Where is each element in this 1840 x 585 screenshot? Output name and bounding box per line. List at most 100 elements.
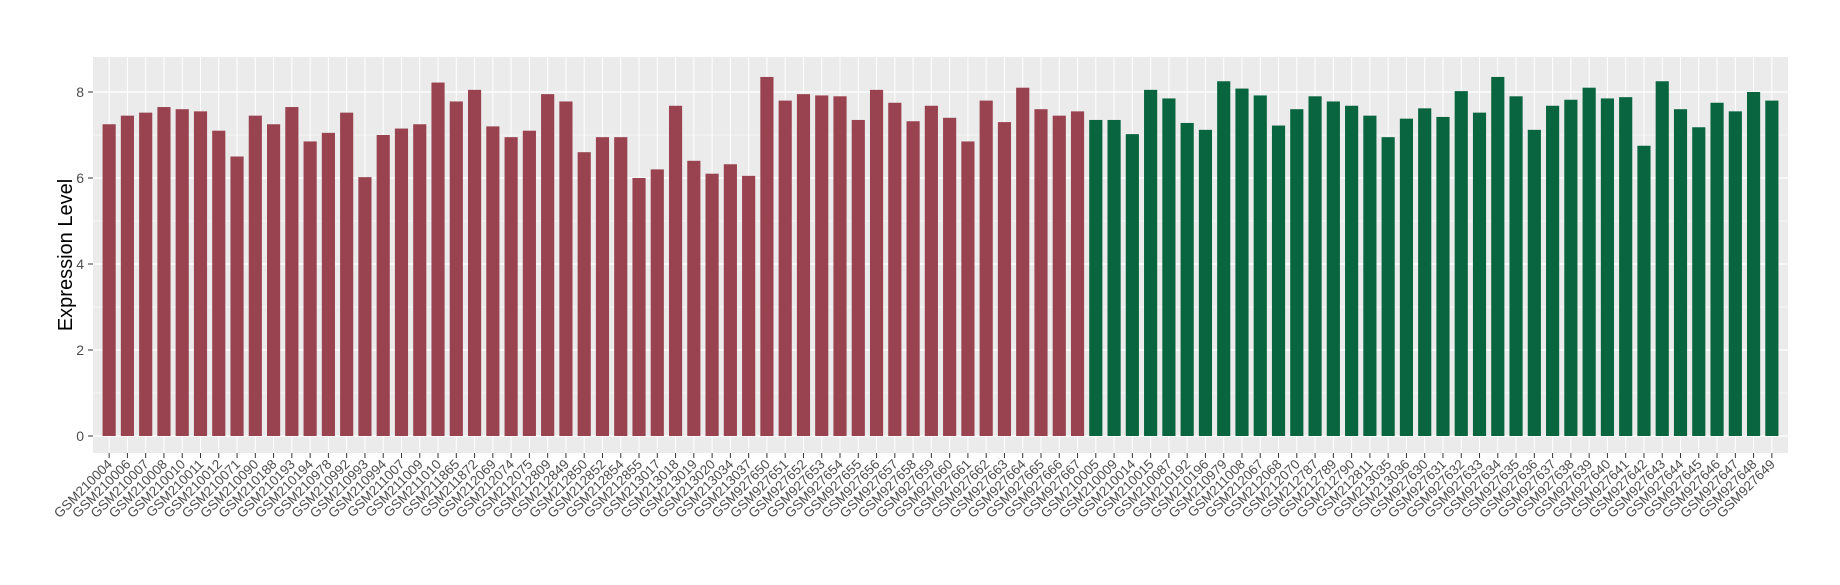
bar-GSM213034 — [723, 164, 737, 437]
bar-GSM927637 — [1546, 105, 1560, 436]
bar-GSM213037 — [742, 175, 756, 436]
bar-GSM210009 — [1107, 119, 1121, 436]
bar-GSM927661 — [961, 141, 975, 436]
bar-GSM212075 — [522, 130, 536, 436]
bar-GSM927655 — [851, 119, 865, 436]
bar-GSM212067 — [1253, 95, 1267, 436]
bar-GSM212789 — [1326, 101, 1340, 437]
bar-GSM210994 — [376, 135, 390, 436]
bar-GSM212852 — [595, 137, 610, 436]
bar-GSM927659 — [924, 105, 938, 436]
y-axis: 0 2 4 6 8 — [76, 84, 93, 444]
bar-GSM927641 — [1619, 97, 1633, 436]
bar-GSM212809 — [541, 94, 555, 437]
bar-GSM210015 — [1144, 89, 1158, 436]
bar-GSM210193 — [285, 107, 299, 437]
bar-GSM927664 — [1016, 87, 1030, 436]
bar-GSM210005 — [1089, 119, 1103, 436]
bar-GSM210007 — [139, 112, 153, 436]
bar-GSM927656 — [869, 89, 884, 436]
bar-GSM927646 — [1710, 102, 1724, 436]
bar-GSM927648 — [1747, 92, 1761, 436]
bar-GSM210004 — [102, 124, 116, 436]
bar-GSM210993 — [358, 177, 372, 436]
bar-GSM927651 — [778, 100, 792, 436]
bar-GSM211008 — [1235, 88, 1249, 436]
bar-GSM212855 — [632, 178, 646, 436]
bar-GSM927632 — [1454, 91, 1468, 436]
bar-GSM213035 — [1381, 137, 1395, 436]
bar-GSM212070 — [1290, 109, 1304, 436]
bar-GSM213036 — [1399, 118, 1414, 436]
bar-GSM210194 — [303, 141, 317, 436]
bar-GSM210196 — [1198, 129, 1213, 436]
bar-GSM210992 — [340, 112, 354, 436]
bar-GSM210008 — [157, 107, 171, 437]
bar-GSM927663 — [997, 122, 1012, 436]
bar-GSM210090 — [248, 115, 262, 437]
y-tick-label: 0 — [76, 428, 84, 444]
bar-GSM927631 — [1436, 116, 1450, 436]
bar-GSM213019 — [687, 160, 701, 437]
bars — [102, 76, 1779, 437]
y-axis-title: Expression Level — [55, 179, 77, 331]
bar-GSM927644 — [1673, 109, 1688, 436]
bar-GSM927639 — [1582, 87, 1596, 436]
bar-GSM927633 — [1472, 112, 1487, 436]
bar-GSM212850 — [577, 152, 591, 436]
bar-GSM927645 — [1692, 127, 1706, 436]
bar-GSM212854 — [614, 137, 628, 436]
bar-GSM927630 — [1418, 108, 1432, 436]
bar-GSM211865 — [449, 101, 463, 437]
bar-GSM213017 — [650, 169, 664, 436]
bar-GSM210978 — [321, 132, 335, 436]
bar-GSM927662 — [979, 100, 993, 436]
bar-GSM210192 — [1180, 122, 1194, 437]
bar-GSM927653 — [815, 95, 829, 436]
bar-GSM213020 — [705, 173, 719, 436]
bar-GSM210006 — [120, 115, 134, 437]
bar-GSM210014 — [1125, 134, 1139, 436]
bar-GSM927652 — [796, 94, 811, 437]
bar-GSM927654 — [833, 96, 847, 437]
plot-panel — [93, 57, 1788, 453]
bar-GSM927649 — [1765, 100, 1779, 436]
y-tick-label: 4 — [76, 256, 84, 272]
bar-GSM927636 — [1527, 129, 1541, 436]
bar-GSM927647 — [1728, 111, 1742, 436]
bar-GSM927666 — [1052, 115, 1066, 437]
bar-GSM927634 — [1491, 76, 1505, 436]
bar-GSM927667 — [1070, 111, 1085, 436]
bar-GSM211007 — [394, 128, 409, 437]
bar-GSM211872 — [467, 89, 482, 436]
y-tick-label: 8 — [76, 84, 84, 100]
y-tick-label: 2 — [76, 342, 84, 358]
bar-GSM927640 — [1600, 98, 1614, 436]
bar-GSM210010 — [175, 109, 189, 436]
bar-GSM927642 — [1637, 145, 1651, 436]
bar-GSM927638 — [1564, 99, 1578, 437]
bar-GSM211010 — [431, 82, 445, 436]
bar-GSM211009 — [413, 124, 427, 436]
bar-GSM212790 — [1345, 105, 1359, 436]
bar-GSM210011 — [193, 111, 208, 436]
bar-GSM212787 — [1308, 96, 1322, 437]
bar-GSM212068 — [1271, 125, 1286, 436]
bar-GSM210188 — [267, 124, 281, 436]
bar-GSM212074 — [504, 137, 518, 436]
bar-GSM213018 — [668, 105, 683, 436]
bar-GSM212811 — [1363, 115, 1377, 437]
bar-GSM927660 — [943, 117, 957, 437]
bar-GSM210012 — [212, 130, 226, 436]
bar-GSM927650 — [760, 76, 774, 436]
bar-GSM927657 — [888, 102, 902, 436]
x-axis: GSM210004GSM210006GSM210007GSM210008GSM2… — [51, 453, 1778, 521]
bar-GSM927665 — [1034, 109, 1048, 436]
bar-GSM927643 — [1655, 81, 1669, 436]
y-tick-label: 6 — [76, 170, 84, 186]
bar-GSM210071 — [230, 156, 244, 436]
bar-GSM212069 — [486, 126, 500, 437]
bar-GSM927658 — [906, 121, 920, 437]
